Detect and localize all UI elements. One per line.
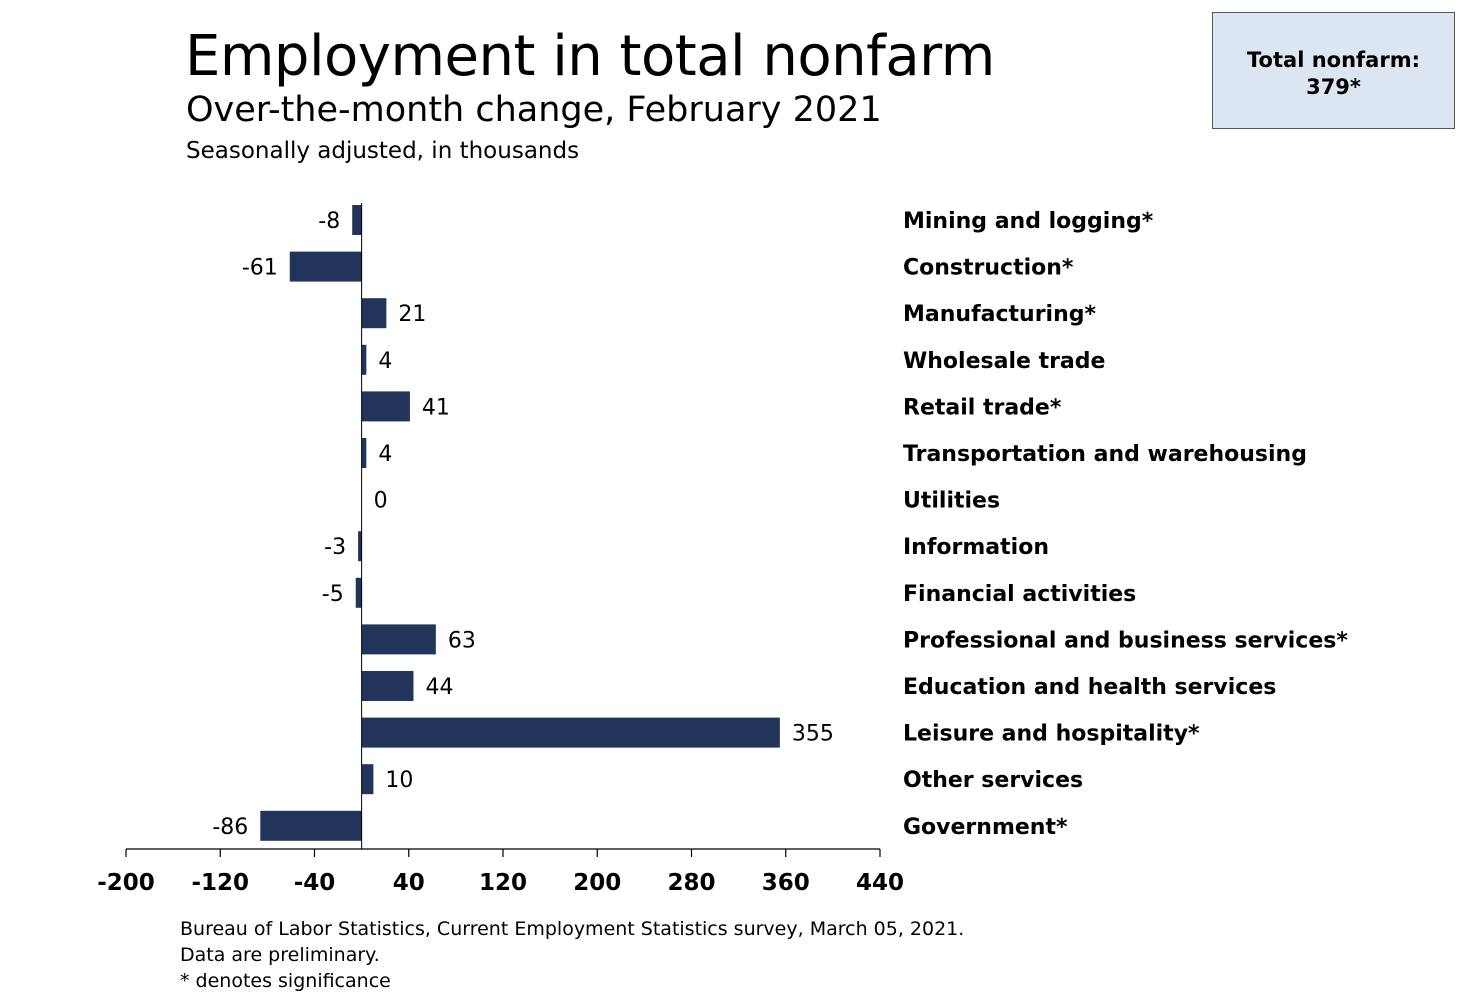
data-label-11: 355 (792, 722, 834, 747)
bar-13 (260, 810, 362, 841)
footer-note: Data are preliminary. (180, 944, 380, 966)
category-label-2: Manufacturing* (903, 302, 1097, 327)
category-label-10: Education and health services (903, 675, 1276, 700)
bar-chart: -8 Mining and logging* -61 Construction* 21 M… (97, 203, 1348, 896)
x-tick-label-3: 40 (393, 870, 425, 896)
category-label-6: Utilities (903, 489, 1000, 514)
category-label-4: Retail trade* (903, 395, 1062, 420)
category-label-13: Government* (903, 815, 1068, 840)
data-label-10: 44 (425, 675, 453, 700)
footer-source: Bureau of Labor Statistics, Current Empl… (180, 918, 965, 940)
category-label-3: Wholesale trade (903, 349, 1105, 374)
category-label-9: Professional and business services* (903, 628, 1348, 653)
x-tick-label-2: -40 (294, 870, 336, 896)
category-label-7: Information (903, 535, 1049, 560)
bar-3 (361, 344, 367, 375)
data-label-0: -8 (318, 209, 340, 234)
x-tick-label-0: -200 (97, 870, 155, 896)
bar-2 (361, 298, 387, 329)
x-tick-label-6: 280 (667, 870, 715, 896)
bar-4 (361, 391, 410, 422)
category-label-8: Financial activities (903, 582, 1136, 607)
data-label-9: 63 (448, 628, 476, 653)
x-tick-label-5: 200 (573, 870, 621, 896)
data-label-12: 10 (385, 768, 413, 793)
bar-8 (355, 577, 362, 608)
footer: Bureau of Labor Statistics, Current Empl… (180, 916, 964, 994)
total-nonfarm-label: Total nonfarm: (1247, 48, 1420, 72)
bar-7 (358, 531, 362, 562)
bar-9 (361, 624, 436, 655)
data-label-3: 4 (378, 349, 392, 374)
data-label-1: -61 (242, 256, 278, 281)
units-note: Seasonally adjusted, in thousands (186, 138, 580, 164)
bar-0 (352, 205, 362, 235)
bar-5 (361, 438, 367, 468)
category-label-5: Transportation and warehousing (903, 442, 1307, 467)
category-label-12: Other services (903, 768, 1083, 793)
data-label-6: 0 (374, 489, 388, 514)
bar-10 (361, 671, 414, 701)
x-tick-label-8: 440 (856, 870, 904, 896)
x-tick-label-4: 120 (479, 870, 527, 896)
data-label-8: -5 (322, 582, 344, 607)
data-label-2: 21 (398, 302, 426, 327)
footer-significance: * denotes significance (180, 970, 391, 992)
bar-12 (361, 764, 374, 795)
chart-subtitle: Over-the-month change, February 2021 (186, 90, 882, 130)
x-tick-label-1: -120 (191, 870, 249, 896)
category-label-1: Construction* (903, 256, 1074, 281)
x-tick-label-7: 360 (762, 870, 810, 896)
data-label-7: -3 (324, 535, 346, 560)
total-nonfarm-value: 379* (1306, 75, 1361, 99)
bar-1 (289, 251, 362, 282)
data-label-4: 41 (422, 395, 450, 420)
chart-title: Employment in total nonfarm (185, 24, 995, 89)
total-nonfarm-box: Total nonfarm: 379* (1212, 12, 1455, 129)
bar-11 (361, 717, 780, 748)
data-label-13: -86 (212, 815, 248, 840)
category-label-0: Mining and logging* (903, 209, 1154, 234)
category-label-11: Leisure and hospitality* (903, 722, 1200, 747)
data-label-5: 4 (378, 442, 392, 467)
